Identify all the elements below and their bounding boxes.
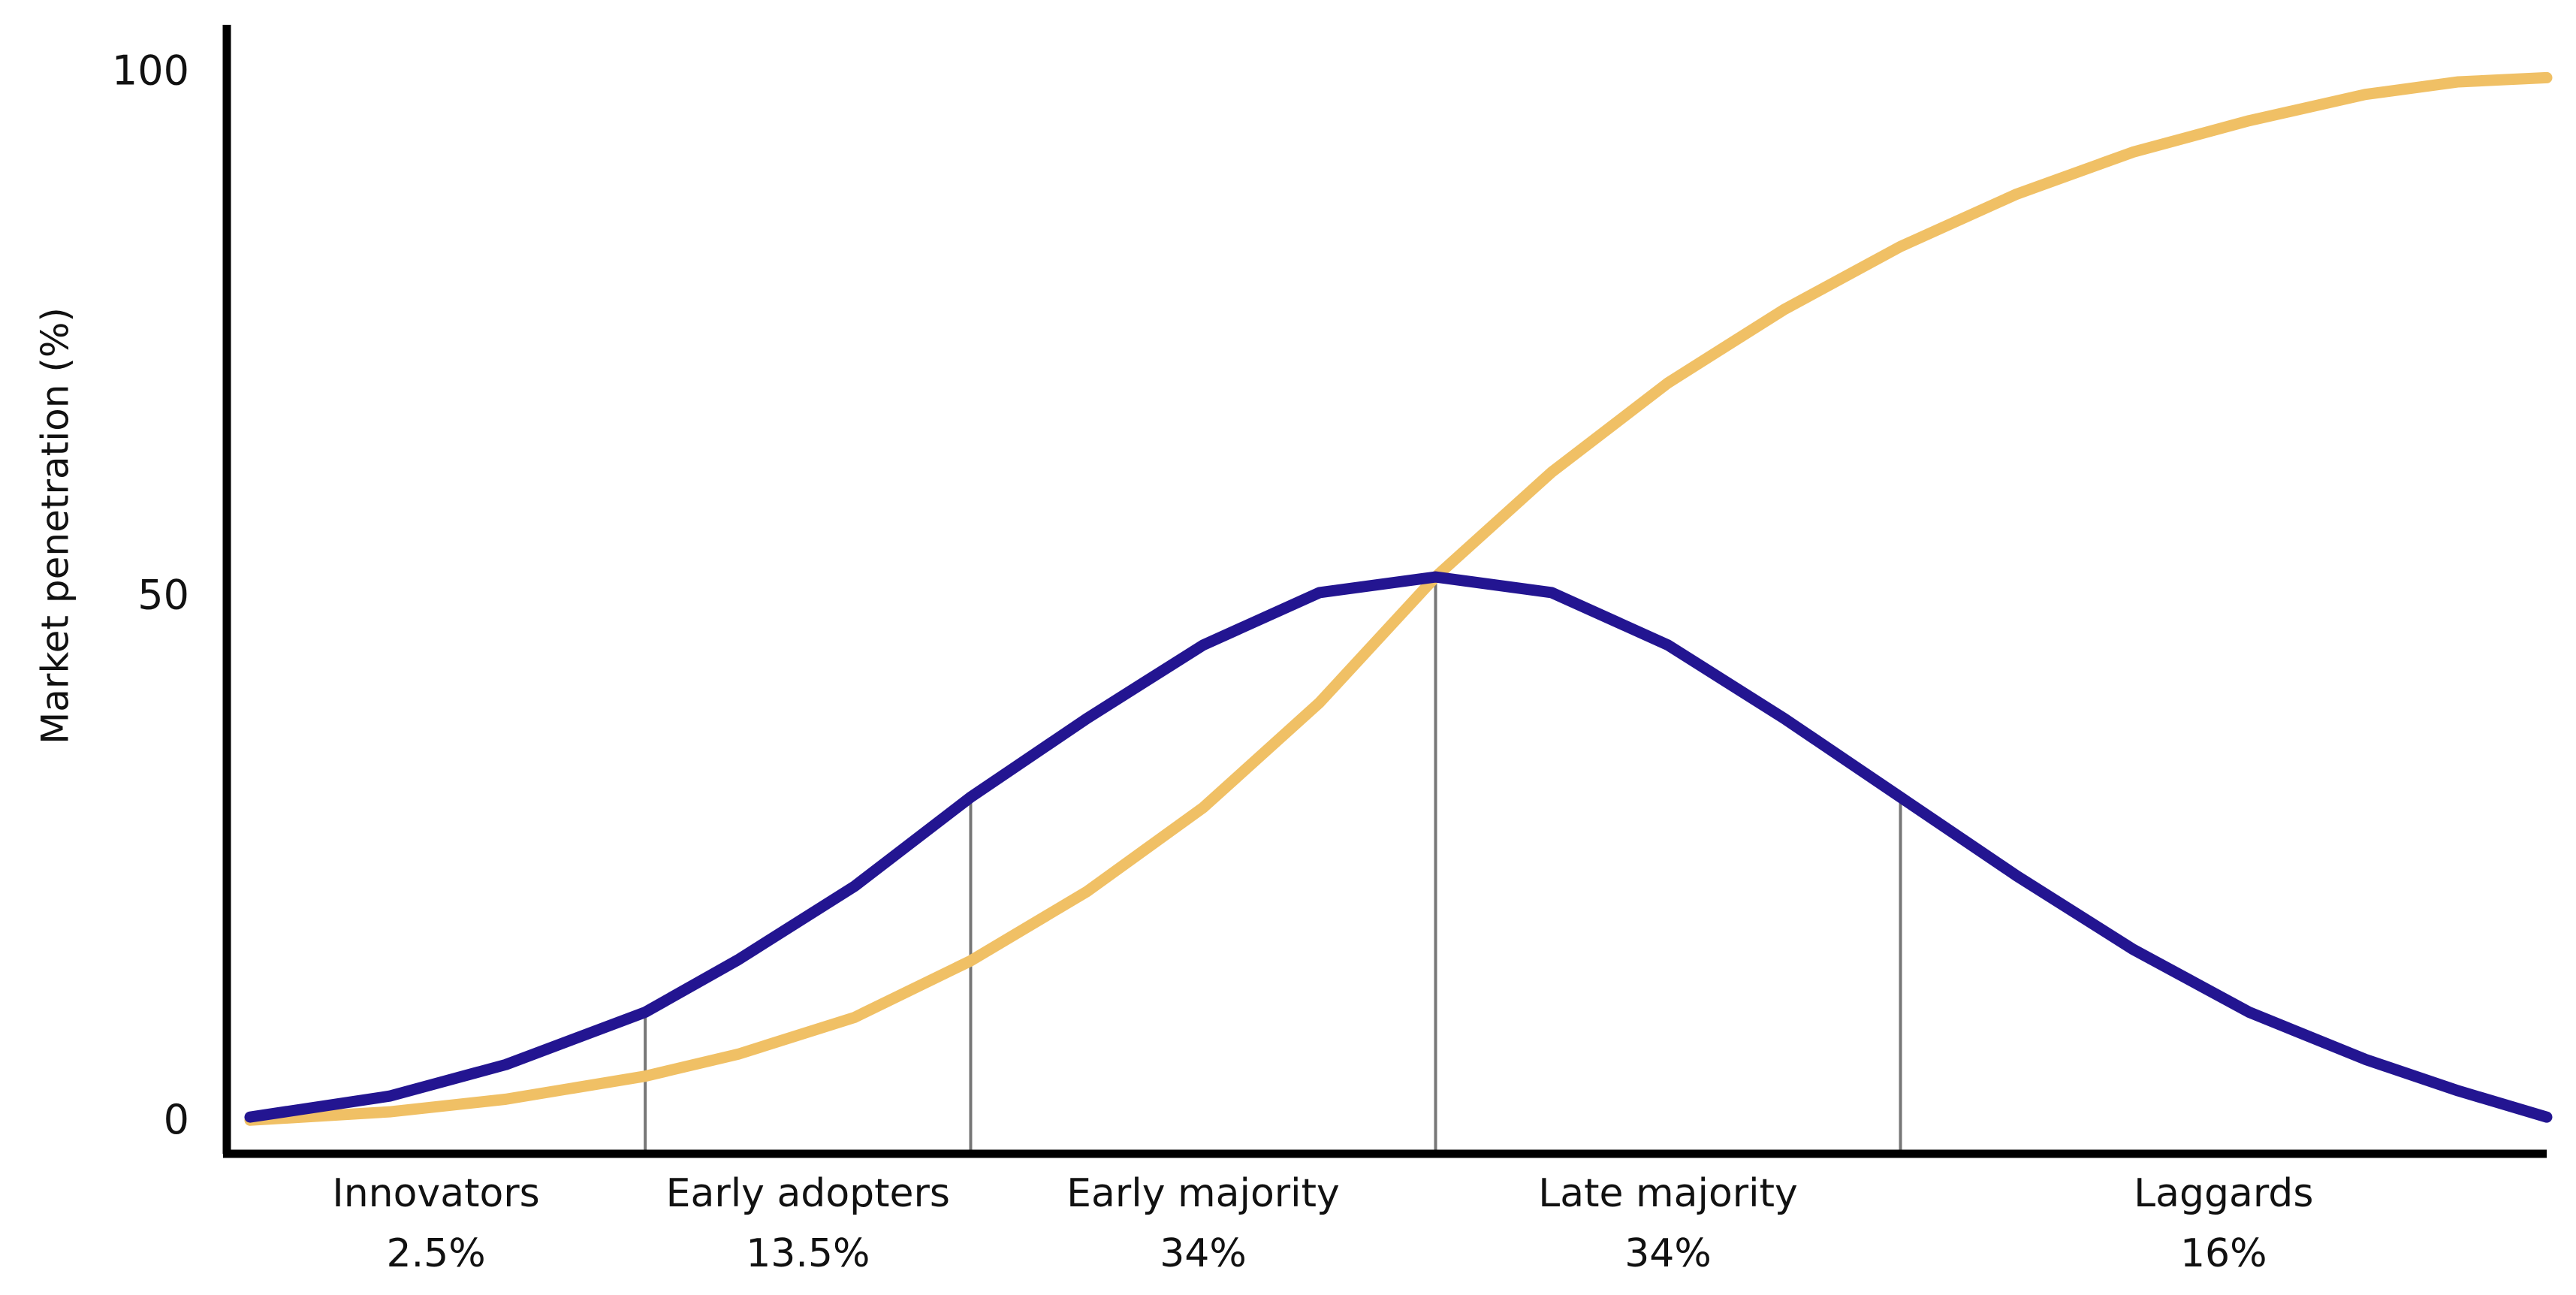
y-tick-label: 0 (164, 1096, 189, 1143)
curve (244, 571, 2553, 1123)
category-label: Laggards (2134, 1171, 2313, 1216)
y-tick-label: 100 (112, 47, 189, 94)
y-axis-label: Market penetration (%) (34, 307, 77, 744)
category-label: Late majority (1538, 1171, 1798, 1216)
y-tick-label: 50 (137, 572, 189, 619)
category-share: 34% (1624, 1231, 1712, 1276)
category-share: 34% (1160, 1231, 1247, 1276)
category-share: 13.5% (746, 1231, 870, 1276)
curve (244, 71, 2553, 1126)
category-label: Early majority (1066, 1171, 1340, 1216)
category-label: Innovators (332, 1171, 539, 1216)
category-label: Early adopters (666, 1171, 950, 1216)
category-share: 2.5% (387, 1231, 486, 1276)
category-share: 16% (2180, 1231, 2267, 1276)
